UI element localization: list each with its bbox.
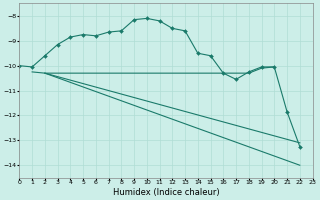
X-axis label: Humidex (Indice chaleur): Humidex (Indice chaleur) bbox=[113, 188, 219, 197]
